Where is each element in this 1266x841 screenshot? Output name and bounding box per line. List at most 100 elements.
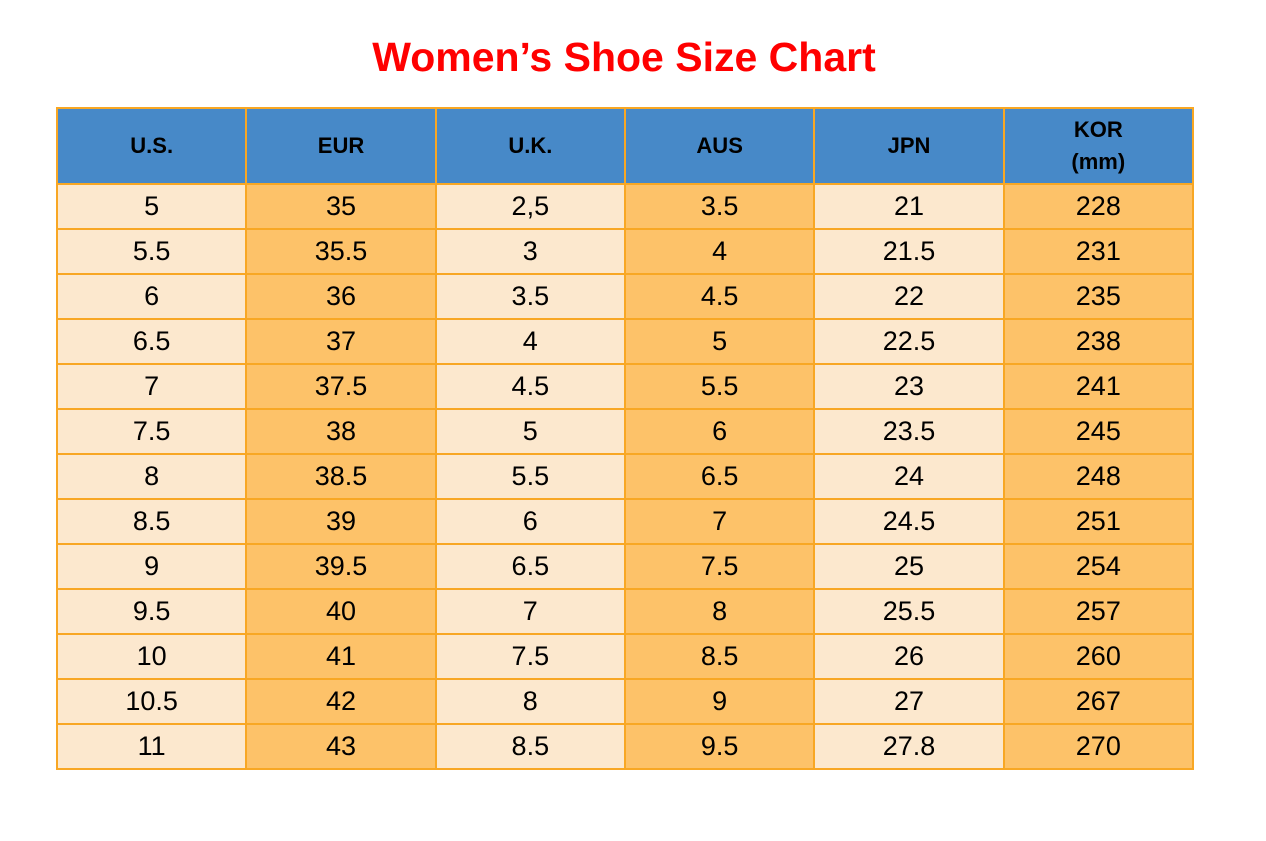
- table-cell: 23.5: [813, 408, 1005, 455]
- table-cell: 6: [55, 273, 248, 320]
- table-row: 7.5 38 5 6 23.5 245: [55, 408, 1195, 455]
- table-row: 6.5 37 4 5 22.5 238: [55, 318, 1195, 365]
- table-cell: 9.5: [623, 723, 816, 770]
- table-cell: 251: [1002, 498, 1195, 545]
- table-cell: 7.5: [623, 543, 816, 590]
- table-cell: 260: [1002, 633, 1195, 680]
- table-cell: 9: [55, 543, 248, 590]
- table-cell: 6.5: [55, 318, 248, 365]
- table-cell: 6: [434, 498, 626, 545]
- table-cell: 27.8: [813, 723, 1005, 770]
- table-cell: 43: [245, 723, 437, 770]
- table-cell: 231: [1002, 228, 1195, 275]
- column-header-uk: U.K.: [434, 107, 626, 185]
- table-cell: 3.5: [623, 183, 816, 230]
- table-cell: 10.5: [55, 678, 248, 725]
- table-row: 7 37.5 4.5 5.5 23 241: [55, 363, 1195, 410]
- table-cell: 235: [1002, 273, 1195, 320]
- table-cell: 10: [55, 633, 248, 680]
- table-cell: 22: [813, 273, 1005, 320]
- table-cell: 7: [55, 363, 248, 410]
- table-row: 5 35 2,5 3.5 21 228: [55, 183, 1195, 230]
- table-cell: 25.5: [813, 588, 1005, 635]
- table-cell: 7.5: [55, 408, 248, 455]
- table-cell: 27: [813, 678, 1005, 725]
- table-cell: 8.5: [623, 633, 816, 680]
- table-cell: 4: [434, 318, 626, 365]
- table-cell: 8: [434, 678, 626, 725]
- column-header-us: U.S.: [55, 107, 248, 185]
- table-cell: 8.5: [55, 498, 248, 545]
- table-cell: 4.5: [623, 273, 816, 320]
- table-cell: 35.5: [245, 228, 437, 275]
- table-row: 9.5 40 7 8 25.5 257: [55, 588, 1195, 635]
- table-cell: 24.5: [813, 498, 1005, 545]
- table-cell: 8.5: [434, 723, 626, 770]
- table-cell: 245: [1002, 408, 1195, 455]
- table-cell: 7: [434, 588, 626, 635]
- table-cell: 3.5: [434, 273, 626, 320]
- column-header-kor: KOR (mm): [1002, 107, 1195, 185]
- table-cell: 3: [434, 228, 626, 275]
- table-cell: 5.5: [434, 453, 626, 500]
- table-cell: 39: [245, 498, 437, 545]
- table-cell: 6: [623, 408, 816, 455]
- table-row: 8.5 39 6 7 24.5 251: [55, 498, 1195, 545]
- table-cell: 38.5: [245, 453, 437, 500]
- table-row: 10.5 42 8 9 27 267: [55, 678, 1195, 725]
- table-cell: 8: [55, 453, 248, 500]
- table-cell: 257: [1002, 588, 1195, 635]
- table-cell: 5.5: [55, 228, 248, 275]
- table-cell: 42: [245, 678, 437, 725]
- table-cell: 38: [245, 408, 437, 455]
- table-cell: 6.5: [623, 453, 816, 500]
- table-cell: 241: [1002, 363, 1195, 410]
- table-header-row: U.S. EUR U.K. AUS JPN KOR (mm): [55, 107, 1195, 185]
- table-cell: 7: [623, 498, 816, 545]
- table-cell: 21: [813, 183, 1005, 230]
- table-cell: 21.5: [813, 228, 1005, 275]
- table-cell: 254: [1002, 543, 1195, 590]
- column-header-aus: AUS: [623, 107, 816, 185]
- table-cell: 267: [1002, 678, 1195, 725]
- table-cell: 37.5: [245, 363, 437, 410]
- table-cell: 26: [813, 633, 1005, 680]
- table-row: 9 39.5 6.5 7.5 25 254: [55, 543, 1195, 590]
- table-cell: 11: [55, 723, 248, 770]
- table-cell: 5: [623, 318, 816, 365]
- table-cell: 4: [623, 228, 816, 275]
- table-cell: 37: [245, 318, 437, 365]
- table-cell: 36: [245, 273, 437, 320]
- table-cell: 6.5: [434, 543, 626, 590]
- page-title: Women’s Shoe Size Chart: [372, 34, 876, 80]
- table-row: 8 38.5 5.5 6.5 24 248: [55, 453, 1195, 500]
- table-cell: 2,5: [434, 183, 626, 230]
- column-header-eur: EUR: [245, 107, 437, 185]
- table-cell: 24: [813, 453, 1005, 500]
- table-cell: 22.5: [813, 318, 1005, 365]
- table-row: 11 43 8.5 9.5 27.8 270: [55, 723, 1195, 770]
- table-row: 6 36 3.5 4.5 22 235: [55, 273, 1195, 320]
- table-cell: 270: [1002, 723, 1195, 770]
- table-cell: 248: [1002, 453, 1195, 500]
- table-cell: 8: [623, 588, 816, 635]
- table-row: 10 41 7.5 8.5 26 260: [55, 633, 1195, 680]
- table-cell: 5: [434, 408, 626, 455]
- table-cell: 35: [245, 183, 437, 230]
- table-header: U.S. EUR U.K. AUS JPN KOR (mm): [55, 107, 1195, 185]
- table-cell: 25: [813, 543, 1005, 590]
- table-cell: 39.5: [245, 543, 437, 590]
- table-cell: 7.5: [434, 633, 626, 680]
- table-cell: 9: [623, 678, 816, 725]
- table-row: 5.5 35.5 3 4 21.5 231: [55, 228, 1195, 275]
- table-cell: 5: [55, 183, 248, 230]
- table-cell: 9.5: [55, 588, 248, 635]
- table-cell: 4.5: [434, 363, 626, 410]
- table-cell: 23: [813, 363, 1005, 410]
- size-table-body: 5 35 2,5 3.5 21 228 5.5 35.5 3 4 21.5 231 6 36 3.5 4.5 2…: [55, 183, 1195, 770]
- table-cell: 40: [245, 588, 437, 635]
- table-cell: 5.5: [623, 363, 816, 410]
- column-header-jpn: JPN: [813, 107, 1005, 185]
- shoe-size-table: U.S. EUR U.K. AUS JPN KOR (mm) 5 35 2,5 3.5…: [55, 107, 1195, 770]
